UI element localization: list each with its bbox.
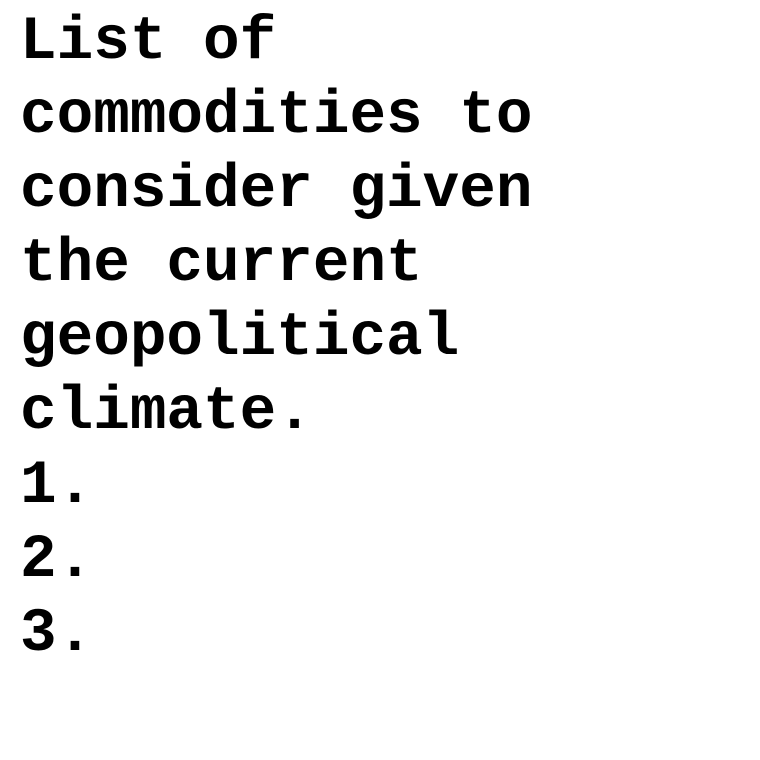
list-item-1-marker: 1.: [20, 452, 94, 521]
prompt-line-2: commodities to: [20, 82, 533, 151]
list-item-3-marker: 3.: [20, 600, 94, 669]
prompt-line-1: List of: [20, 8, 277, 77]
prompt-text-block: List of commodities to consider given th…: [20, 6, 532, 672]
prompt-line-5: geopolitical: [20, 304, 460, 373]
list-item-2-marker: 2.: [20, 526, 94, 595]
prompt-line-6: climate.: [20, 378, 313, 447]
prompt-line-3: consider given: [20, 156, 533, 225]
prompt-line-4: the current: [20, 230, 423, 299]
